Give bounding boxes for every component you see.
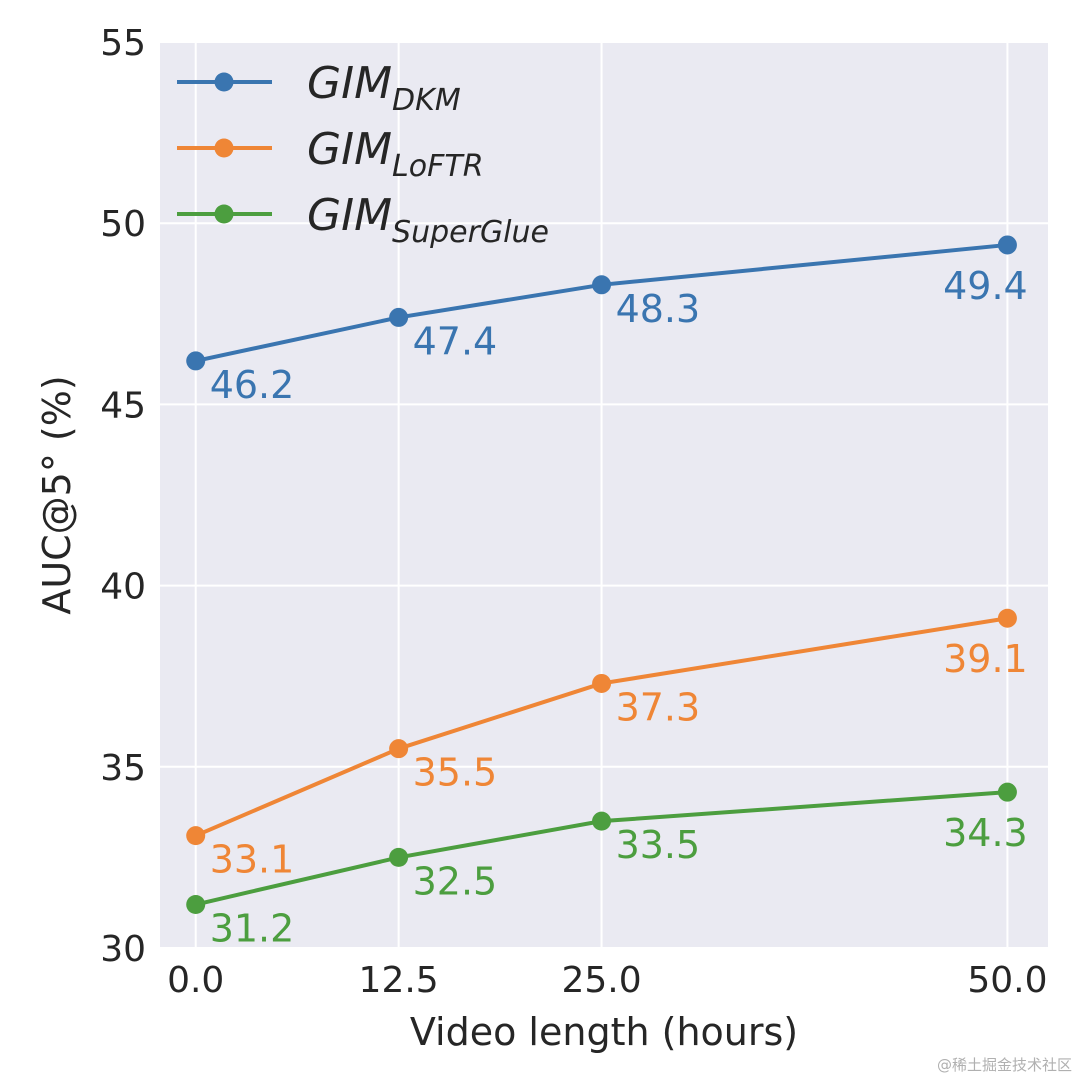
data-label: 34.3 xyxy=(943,811,1028,855)
series-superglue: 31.2 32.5 33.5 34.3 xyxy=(186,782,1028,951)
series-line xyxy=(194,616,1008,838)
data-label: 33.5 xyxy=(616,823,701,867)
data-label: 48.3 xyxy=(616,287,701,331)
data-label: 33.1 xyxy=(210,838,295,882)
y-tick-label: 50 xyxy=(100,204,146,245)
plot-background xyxy=(160,42,1048,948)
legend-subscript: SuperGlue xyxy=(392,215,549,250)
y-tick-label: 55 xyxy=(100,23,146,64)
legend-label: GIMDKM xyxy=(307,58,461,118)
y-tick-label: 40 xyxy=(100,567,146,608)
data-point xyxy=(389,847,409,867)
legend-main: GIM xyxy=(307,190,392,241)
legend-main: GIM xyxy=(307,124,392,175)
data-label: 35.5 xyxy=(413,751,498,795)
y-axis-label: AUC@5° (%) xyxy=(35,375,79,614)
x-tick-label: 12.5 xyxy=(359,960,439,1001)
x-tick-label: 0.0 xyxy=(167,960,224,1001)
legend-marker xyxy=(214,138,234,158)
legend-item: GIMLoFTR xyxy=(177,124,484,184)
data-point xyxy=(997,782,1017,802)
series-loftr: 33.1 35.5 37.3 39.1 xyxy=(186,608,1028,882)
legend-item: GIMSuperGlue xyxy=(177,190,549,250)
y-tick-label: 30 xyxy=(100,929,146,970)
data-point xyxy=(997,608,1017,628)
data-label: 32.5 xyxy=(413,859,498,903)
y-tick-label: 45 xyxy=(100,385,146,426)
x-tick-label: 25.0 xyxy=(561,960,641,1001)
legend-subscript: DKM xyxy=(392,83,461,118)
legend-marker xyxy=(214,204,234,224)
data-point xyxy=(186,351,206,371)
data-point xyxy=(592,673,612,693)
data-point xyxy=(997,235,1017,255)
data-label: 31.2 xyxy=(210,907,295,951)
series-line xyxy=(195,790,1008,907)
series-group: 46.2 47.4 48.3 49.4 33.1 35.5 37.3 39.1 31.2 32.5… xyxy=(186,235,1028,951)
series-dkm: 46.2 47.4 48.3 49.4 xyxy=(186,235,1028,407)
data-point xyxy=(389,307,409,327)
data-label: 49.4 xyxy=(943,264,1028,308)
legend-label: GIMSuperGlue xyxy=(307,190,549,250)
data-point xyxy=(186,826,206,846)
legend-main: GIM xyxy=(307,58,392,109)
data-point xyxy=(592,811,612,831)
tick-labels: 30 35 40 45 50 55 0.0 12.5 25.0 50.0 xyxy=(100,23,1047,1001)
legend-marker xyxy=(214,72,234,92)
watermark: @稀土掘金技术社区 xyxy=(937,1056,1072,1074)
series-line xyxy=(195,242,1008,363)
y-tick-label: 35 xyxy=(100,748,146,789)
data-label: 47.4 xyxy=(413,319,498,363)
data-label: 37.3 xyxy=(616,685,701,729)
data-point xyxy=(592,275,612,295)
x-axis-label: Video length (hours) xyxy=(410,1010,798,1054)
x-tick-label: 50.0 xyxy=(967,960,1047,1001)
data-label: 39.1 xyxy=(943,637,1028,681)
data-label: 46.2 xyxy=(210,363,295,407)
data-point xyxy=(389,739,409,759)
legend-subscript: LoFTR xyxy=(392,149,484,184)
data-point xyxy=(186,895,206,915)
legend-item: GIMDKM xyxy=(177,58,461,118)
legend-label: GIMLoFTR xyxy=(307,124,484,184)
